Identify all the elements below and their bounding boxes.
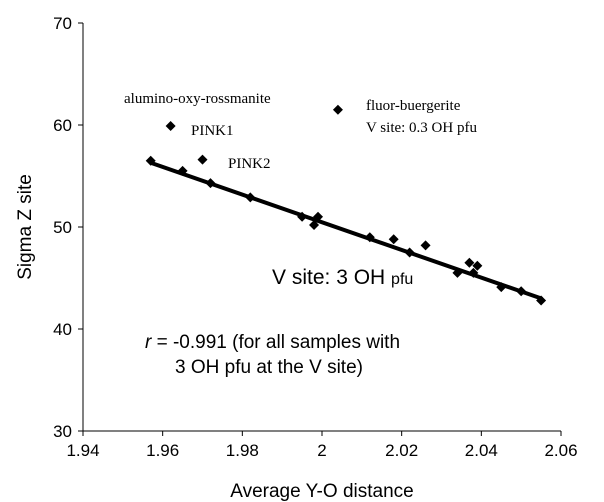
trendline-group bbox=[148, 160, 544, 301]
annotation-r-symbol: r bbox=[145, 332, 152, 353]
data-point-s0-9 bbox=[404, 247, 415, 258]
trendline bbox=[148, 160, 544, 301]
ticks: 30 40 50 60 70 1.94 1.96 1.98 2 2.02 2.04 2.06 bbox=[53, 14, 577, 460]
x-tick-label: 1.98 bbox=[226, 441, 259, 460]
x-tick-label: 2.02 bbox=[385, 441, 418, 460]
data-point-s0-7 bbox=[364, 232, 375, 243]
annotation-fluor-buergerite: fluor-buergerite bbox=[366, 98, 461, 114]
annotation-v-site-3-oh-main: V site: 3 OH bbox=[272, 266, 391, 289]
y-axis-title: Sigma Z site bbox=[15, 174, 36, 280]
x-tick-label: 1.96 bbox=[146, 441, 179, 460]
data-point-s0-15 bbox=[496, 282, 507, 293]
data-point-s0-13 bbox=[468, 267, 479, 278]
annotation-correlation: r = -0.991 (for all samples with bbox=[145, 332, 400, 353]
x-tick-label: 2.04 bbox=[465, 441, 498, 460]
data-point-s1-0 bbox=[165, 121, 176, 132]
y-tick-label: 30 bbox=[53, 422, 72, 441]
data-point-s0-14 bbox=[472, 260, 483, 271]
y-tick-label: 40 bbox=[53, 320, 72, 339]
label-pink1: PINK1 bbox=[191, 123, 234, 139]
data-point-s0-11 bbox=[452, 267, 463, 278]
annotation-v-site-3-oh-pfu: pfu bbox=[391, 271, 413, 288]
data-point-s1-1 bbox=[197, 154, 208, 165]
annotation-alumino-oxy-rossmanite: alumino-oxy-rossmanite bbox=[124, 91, 271, 107]
y-tick-label: 50 bbox=[53, 218, 72, 237]
data-point-s0-1 bbox=[177, 165, 188, 176]
annotation-correlation-line2: 3 OH pfu at the V site) bbox=[175, 357, 363, 378]
data-point-s0-17 bbox=[536, 295, 547, 306]
y-tick-label: 70 bbox=[53, 14, 72, 33]
data-point-s0-3 bbox=[245, 192, 256, 203]
points-group bbox=[145, 104, 547, 306]
data-point-s0-4 bbox=[297, 211, 308, 222]
x-axis-title: Average Y-O distance bbox=[230, 481, 413, 502]
data-point-s0-6 bbox=[313, 211, 324, 222]
x-tick-label: 2 bbox=[317, 441, 326, 460]
data-point-s0-0 bbox=[145, 155, 156, 166]
data-point-s0-2 bbox=[205, 178, 216, 189]
data-point-s0-5 bbox=[309, 219, 320, 230]
y-tick-label: 60 bbox=[53, 116, 72, 135]
data-point-s0-10 bbox=[420, 240, 431, 251]
x-tick-label: 2.06 bbox=[544, 441, 577, 460]
data-point-s0-8 bbox=[388, 234, 399, 245]
label-pink2: PINK2 bbox=[228, 156, 271, 172]
data-point-s1-2 bbox=[332, 104, 343, 115]
x-tick-label: 1.94 bbox=[66, 441, 99, 460]
data-point-s0-16 bbox=[516, 286, 527, 297]
data-point-s0-12 bbox=[464, 257, 475, 268]
annotation-v-site-3-oh: V site: 3 OH pfu bbox=[272, 266, 413, 289]
annotation-v-site-0-3: V site: 0.3 OH pfu bbox=[366, 120, 477, 136]
annotation-r-value: = -0.991 (for all samples with bbox=[151, 332, 400, 353]
